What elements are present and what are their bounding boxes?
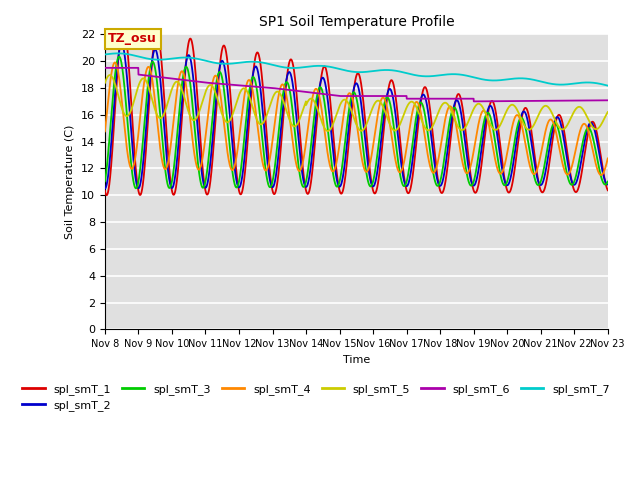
Title: SP1 Soil Temperature Profile: SP1 Soil Temperature Profile — [259, 15, 454, 29]
spl_smT_3 — [101, 179, 109, 184]
spl_smT_3 — [132, 185, 140, 191]
spl_smT_1 — [604, 187, 612, 193]
spl_smT_2 — [540, 176, 548, 182]
spl_smT_2 — [159, 102, 166, 108]
spl_smT_3 — [294, 159, 302, 165]
spl_smT_5 — [324, 128, 332, 134]
spl_smT_5 — [101, 80, 109, 86]
spl_smT_3 — [189, 101, 196, 107]
spl_smT_7 — [604, 83, 612, 88]
spl_smT_6 — [540, 98, 548, 104]
Line: spl_smT_1: spl_smT_1 — [105, 25, 608, 195]
spl_smT_2 — [316, 84, 324, 89]
spl_smT_1 — [120, 22, 127, 28]
spl_smT_2 — [188, 67, 196, 72]
spl_smT_1 — [540, 188, 548, 193]
spl_smT_5 — [159, 114, 166, 120]
Line: spl_smT_7: spl_smT_7 — [105, 53, 608, 85]
Legend: spl_smT_1, spl_smT_2, spl_smT_3, spl_smT_4, spl_smT_5, spl_smT_6, spl_smT_7: spl_smT_1, spl_smT_2, spl_smT_3, spl_smT… — [18, 379, 614, 415]
spl_smT_2 — [101, 186, 109, 192]
spl_smT_1 — [294, 109, 302, 115]
spl_smT_6 — [294, 88, 301, 94]
spl_smT_7 — [540, 79, 548, 85]
spl_smT_6 — [159, 74, 166, 80]
spl_smT_1 — [595, 137, 602, 143]
spl_smT_7 — [594, 81, 602, 86]
Line: spl_smT_2: spl_smT_2 — [105, 44, 608, 189]
spl_smT_3 — [604, 179, 612, 184]
spl_smT_6 — [101, 65, 109, 71]
spl_smT_4 — [594, 168, 602, 174]
spl_smT_6 — [470, 98, 477, 104]
spl_smT_2 — [118, 41, 125, 47]
spl_smT_5 — [604, 109, 612, 115]
spl_smT_3 — [540, 165, 548, 170]
spl_smT_7 — [115, 50, 122, 56]
spl_smT_2 — [294, 130, 301, 135]
spl_smT_4 — [101, 129, 109, 134]
spl_smT_6 — [316, 91, 323, 96]
spl_smT_7 — [188, 55, 196, 61]
Text: TZ_osu: TZ_osu — [108, 32, 157, 46]
spl_smT_2 — [594, 144, 602, 150]
Line: spl_smT_6: spl_smT_6 — [105, 68, 608, 101]
spl_smT_5 — [595, 125, 602, 131]
spl_smT_5 — [106, 72, 114, 78]
spl_smT_6 — [604, 97, 612, 103]
spl_smT_5 — [540, 104, 548, 109]
spl_smT_4 — [294, 167, 301, 172]
spl_smT_4 — [540, 136, 548, 142]
spl_smT_3 — [115, 54, 123, 60]
spl_smT_4 — [188, 135, 196, 141]
Line: spl_smT_5: spl_smT_5 — [105, 75, 608, 131]
spl_smT_6 — [188, 78, 196, 84]
spl_smT_1 — [316, 85, 324, 91]
spl_smT_1 — [159, 72, 166, 78]
spl_smT_7 — [101, 51, 109, 57]
Line: spl_smT_3: spl_smT_3 — [105, 57, 608, 188]
spl_smT_4 — [111, 60, 119, 65]
X-axis label: Time: Time — [342, 355, 370, 365]
spl_smT_4 — [159, 159, 166, 165]
spl_smT_6 — [594, 97, 602, 103]
Line: spl_smT_4: spl_smT_4 — [105, 62, 608, 175]
spl_smT_7 — [159, 57, 166, 62]
spl_smT_3 — [595, 161, 602, 167]
spl_smT_3 — [159, 141, 166, 146]
spl_smT_7 — [294, 65, 301, 71]
spl_smT_2 — [604, 181, 612, 187]
spl_smT_4 — [597, 172, 605, 178]
spl_smT_5 — [188, 117, 196, 122]
spl_smT_7 — [316, 63, 324, 69]
spl_smT_4 — [316, 96, 324, 101]
spl_smT_3 — [316, 84, 324, 90]
Y-axis label: Soil Temperature (C): Soil Temperature (C) — [65, 125, 76, 239]
spl_smT_1 — [189, 42, 196, 48]
spl_smT_1 — [101, 188, 109, 194]
spl_smT_5 — [294, 120, 301, 126]
spl_smT_4 — [604, 156, 612, 161]
spl_smT_1 — [103, 192, 111, 198]
spl_smT_5 — [316, 113, 324, 119]
